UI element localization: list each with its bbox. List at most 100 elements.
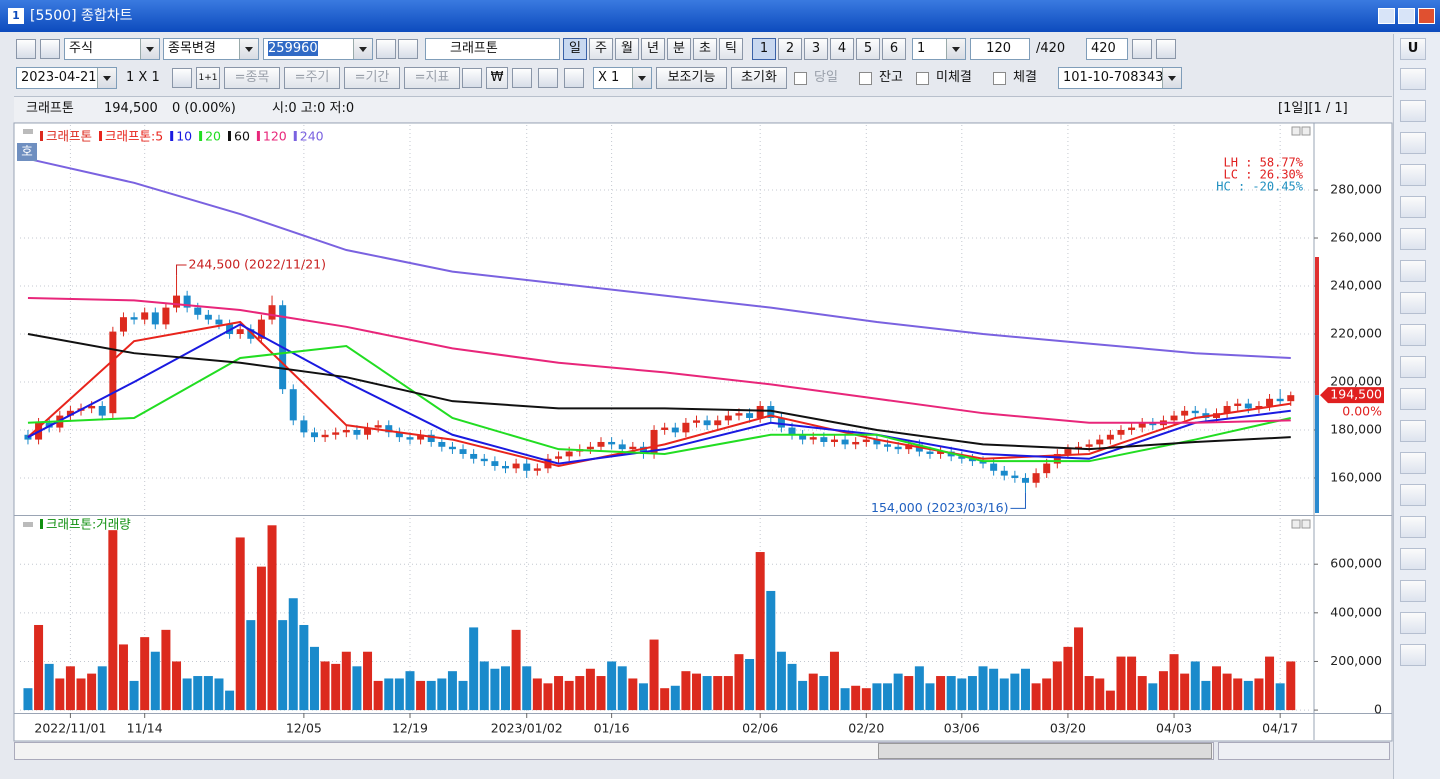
link-button[interactable]: =종목 [224, 67, 280, 89]
annotation: 154,000 (2023/03/16) [871, 500, 1008, 515]
multiplier-combo[interactable]: X 1 [593, 67, 652, 89]
count-button[interactable]: 4 [830, 38, 854, 60]
code-combo[interactable]: 259960 [263, 38, 373, 60]
count-button[interactable]: 6 [882, 38, 906, 60]
dropdown[interactable] [1162, 68, 1181, 88]
settings-button[interactable] [398, 39, 418, 59]
annotation-line [1010, 492, 1026, 509]
period-button[interactable]: 년 [641, 38, 665, 60]
close[interactable] [1418, 8, 1435, 24]
tool-button[interactable] [462, 68, 482, 88]
count-button[interactable]: 5 [856, 38, 880, 60]
add-button[interactable] [1132, 39, 1152, 59]
count-button[interactable]: 2 [778, 38, 802, 60]
candle-body [799, 434, 807, 440]
name-box[interactable]: 크래프톤 [425, 38, 560, 60]
candle-body [448, 446, 456, 450]
period-button[interactable]: 주 [589, 38, 613, 60]
dropdown[interactable] [239, 39, 258, 59]
minimize[interactable] [1378, 8, 1395, 24]
account-combo[interactable]: 101-10-708343 [1058, 67, 1182, 89]
count-button[interactable]: 3 [804, 38, 828, 60]
side-icon[interactable] [1400, 196, 1426, 218]
checkbox[interactable] [993, 72, 1006, 85]
split-button[interactable]: 1+1 [196, 67, 220, 89]
side-icon[interactable] [1400, 228, 1426, 250]
side-icon[interactable] [1400, 324, 1426, 346]
scroll-thumb[interactable] [878, 743, 1212, 759]
candle-body [459, 449, 467, 454]
period-button[interactable]: 일 [563, 38, 587, 60]
market-combo[interactable]: 주식 [64, 38, 160, 60]
grid-button[interactable] [172, 68, 192, 88]
side-icon[interactable] [1400, 516, 1426, 538]
side-icon[interactable] [1400, 452, 1426, 474]
candle-body [735, 413, 743, 416]
period-button[interactable]: 틱 [719, 38, 743, 60]
candle-body [1181, 410, 1189, 416]
max-box[interactable]: 420 [1086, 38, 1128, 60]
aux-button[interactable]: 보조기능 [656, 67, 727, 89]
period-button[interactable]: 월 [615, 38, 639, 60]
x-tick-label: 2022/11/01 [34, 721, 106, 736]
side-icon[interactable] [1400, 548, 1426, 570]
candle-body [714, 420, 722, 426]
change-combo[interactable]: 종목변경 [163, 38, 259, 60]
x-tick-label: 03/20 [1050, 721, 1086, 736]
side-icon[interactable] [1400, 388, 1426, 410]
date-combo[interactable]: 2023-04-21 [16, 67, 117, 89]
tool-button[interactable] [512, 68, 532, 88]
side-icon[interactable] [1400, 420, 1426, 442]
count-spin[interactable]: 120 [970, 38, 1030, 60]
y-tick-label: 0 [1374, 702, 1382, 717]
search-button[interactable] [376, 39, 396, 59]
period-button[interactable]: 분 [667, 38, 691, 60]
nav-button[interactable] [16, 39, 36, 59]
candle-body [470, 453, 478, 459]
dropdown[interactable] [140, 39, 159, 59]
period-button[interactable]: 초 [693, 38, 717, 60]
side-icon[interactable] [1400, 132, 1426, 154]
link-button[interactable]: =기간 [344, 67, 400, 89]
currency-button[interactable]: ₩ [486, 67, 508, 89]
zoom-controls[interactable] [1218, 742, 1390, 760]
checkbox[interactable] [859, 72, 872, 85]
link-button[interactable]: =지표 [404, 67, 460, 89]
side-icon[interactable] [1400, 356, 1426, 378]
volume-bar [607, 661, 617, 711]
side-icon[interactable] [1400, 580, 1426, 602]
side-icon[interactable] [1400, 612, 1426, 634]
reset-button[interactable]: 초기화 [731, 67, 787, 89]
volume-bar [554, 676, 564, 711]
tool-button[interactable] [564, 68, 584, 88]
volume-bar [861, 688, 871, 711]
tool-button[interactable] [538, 68, 558, 88]
side-icon[interactable] [1400, 644, 1426, 666]
link-button[interactable]: =주기 [284, 67, 340, 89]
save-button[interactable] [1156, 39, 1176, 59]
unit-combo[interactable]: 1 [912, 38, 966, 60]
side-icon[interactable] [1400, 292, 1426, 314]
checkbox[interactable] [794, 72, 807, 85]
checkbox[interactable] [916, 72, 929, 85]
dropdown[interactable] [97, 68, 116, 88]
side-icon[interactable] [1400, 484, 1426, 506]
candle-body [820, 437, 828, 442]
dropdown[interactable] [353, 39, 372, 59]
legend-swatch [199, 131, 203, 141]
side-icon[interactable] [1400, 100, 1426, 122]
nav-button[interactable] [40, 39, 60, 59]
dropdown[interactable] [946, 39, 965, 59]
volume-bar [946, 676, 956, 711]
candle-body [88, 405, 96, 409]
count-button[interactable]: 1 [752, 38, 776, 60]
side-button[interactable]: U [1400, 38, 1426, 60]
volume-bar [787, 663, 797, 711]
dropdown[interactable] [632, 68, 651, 88]
maximize[interactable] [1398, 8, 1415, 24]
side-icon[interactable] [1400, 68, 1426, 90]
tag-box [17, 143, 37, 161]
volume-bar [649, 639, 659, 711]
side-icon[interactable] [1400, 164, 1426, 186]
side-icon[interactable] [1400, 260, 1426, 282]
